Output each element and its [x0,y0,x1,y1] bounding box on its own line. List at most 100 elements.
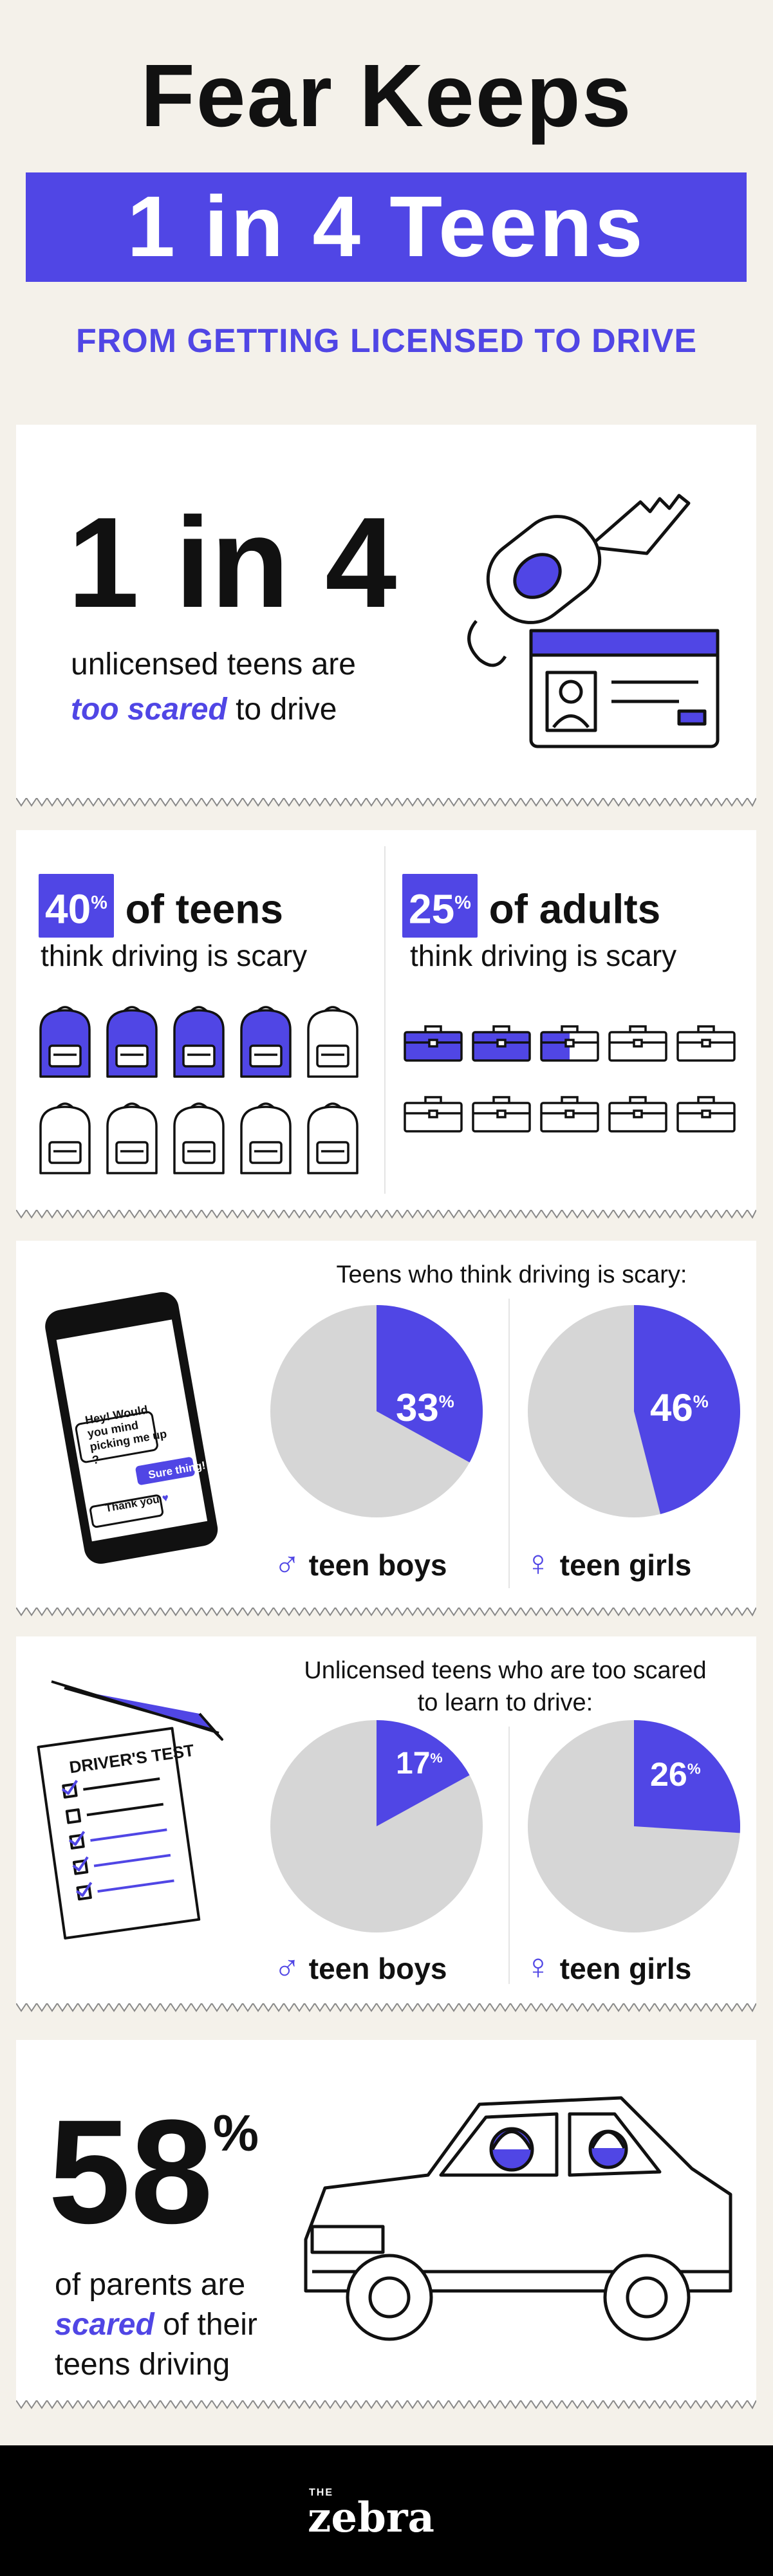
legend-teen-girls: ♀ teen girls [525,1542,691,1584]
backpack-grid [34,1001,369,1187]
stat-one-in-four: 1 in 4 [68,491,397,635]
adults-pct: 25 [409,885,455,932]
teens-headline: 40% of teens [39,874,283,938]
pie-teen-girls-too-scared-value-slice [634,1720,740,1833]
teens-pct-badge: 40% [39,874,114,938]
pie4-girls-value: 26% [650,1756,701,1794]
pie-girls-value: 46% [650,1385,709,1430]
male-symbol-icon: ♂ [274,1946,301,1987]
page-title: Fear Keeps [140,46,633,145]
backpack-icon [168,1001,230,1084]
teens-pct: 40 [45,885,91,932]
section-one-in-four: 1 in 4 unlicensed teens are too scared t… [16,425,756,798]
briefcase-icon [675,1094,737,1137]
legend4-teen-girls: ♀ teen girls [525,1945,691,1987]
pie-girls-number: 46 [650,1386,693,1429]
backpack-icon [101,1001,163,1084]
adults-desc: think driving is scary [410,939,677,972]
pie-teen-boys-too-scared-value-slice [377,1720,470,1826]
pie-boys-number: 33 [396,1386,439,1429]
teens-desc: think driving is scary [41,939,308,972]
pie-teen-boys-scary [270,1305,483,1517]
parents-stat-sign: % [212,2104,259,2162]
parents-text: of parents are scared of their teens dri… [55,2265,257,2385]
car-key-and-license-icon [467,494,720,748]
briefcase-icon [402,1094,464,1137]
zigzag-divider [16,2400,756,2409]
legend4-teen-boys: ♂ teen boys [274,1945,447,1987]
stat-text-suffix: to drive [227,692,337,727]
pie4-girls-sign: % [687,1760,701,1777]
briefcase-icon [402,1023,464,1066]
pie-boys-sign: % [438,1392,454,1411]
adults-label: of adults [489,885,661,932]
zigzag-divider [16,2003,756,2012]
legend-teen-boys-label: teen boys [308,1548,447,1582]
backpack-icon [34,1001,96,1084]
backpack-icon [235,1097,297,1181]
section-parents-scared: 58% of parents are scared of their teens… [16,2040,756,2400]
section-too-scared-to-learn: Unlicensed teens who are too scared to l… [16,1636,756,2003]
footer: THE zebra [0,2445,773,2576]
section3-title: Teens who think driving is scary: [336,1261,687,1288]
pie4-boys-number: 17 [396,1747,431,1781]
parents-stat-number: 58 [48,2089,213,2254]
legend4-teen-boys-label: teen boys [308,1952,447,1985]
briefcase-grid [402,1023,750,1171]
title-banner: 1 in 4 Teens [26,172,747,282]
car-with-driver-icon [304,2096,732,2341]
section4-title-line1: Unlicensed teens who are too scared [304,1657,707,1684]
legend4-teen-girls-label: teen girls [559,1952,692,1985]
pie4-boys-sign: % [430,1750,443,1766]
briefcase-icon [539,1023,601,1066]
pie-teen-girls-too-scared [528,1720,740,1932]
briefcase-icon [539,1094,601,1137]
backpack-icon [34,1097,96,1181]
section4-title: Unlicensed teens who are too scared to l… [274,1654,737,1719]
briefcase-icon [607,1023,669,1066]
briefcase-icon [470,1094,532,1137]
page-subtitle: FROM GETTING LICENSED TO DRIVE [75,322,698,360]
backpack-icon [302,1001,364,1084]
pie-teen-girls-scary-value-slice [634,1305,740,1514]
stat-emphasis: too scared [71,692,227,727]
parents-emphasis: scared [55,2308,154,2342]
parents-stat: 58% [48,2098,259,2246]
phone-chat-icon [45,1292,218,1564]
female-symbol-icon: ♀ [525,1946,552,1987]
backpack-icon [235,1001,297,1084]
briefcase-icon [675,1023,737,1066]
stat-text-line2: too scared to drive [71,692,337,727]
section-scary-by-gender: Teens who think driving is scary: Hey! W… [16,1241,756,1608]
pie-teen-girls-scary [528,1305,740,1517]
backpack-icon [302,1097,364,1181]
zigzag-divider [16,1210,756,1219]
drivers-test-paper-icon [37,1680,223,1940]
male-symbol-icon: ♂ [274,1543,301,1583]
brand-small: THE [309,2487,333,2498]
adults-pct-sign: % [454,893,471,913]
teens-label: of teens [125,885,283,932]
section4-title-line2: to learn to drive: [417,1689,593,1716]
teens-pct-sign: % [91,893,107,913]
adults-pct-badge: 25% [402,874,478,938]
briefcase-icon [607,1094,669,1137]
stat-text-line1: unlicensed teens are [71,647,356,681]
briefcase-icon [470,1023,532,1066]
column-divider [384,846,386,1194]
pie-teen-boys-too-scared [270,1720,483,1932]
backpack-icon [101,1097,163,1181]
adults-headline: 25% of adults [402,874,660,938]
legend-teen-boys: ♂ teen boys [274,1542,447,1584]
parents-text-line1: of parents are [55,2268,246,2302]
zigzag-divider [16,1608,756,1617]
pie4-girls-number: 26 [650,1756,687,1793]
section-teens-vs-adults: 40% of teens think driving is scary [16,830,756,1210]
pie-divider [508,1727,510,1984]
pie-girls-sign: % [693,1392,709,1411]
pie4-boys-value: 17% [396,1746,443,1781]
backpack-icon [168,1097,230,1181]
zigzag-divider [16,798,756,807]
pie-boys-value: 33% [396,1385,454,1430]
parents-text-line3: teens driving [55,2348,230,2382]
